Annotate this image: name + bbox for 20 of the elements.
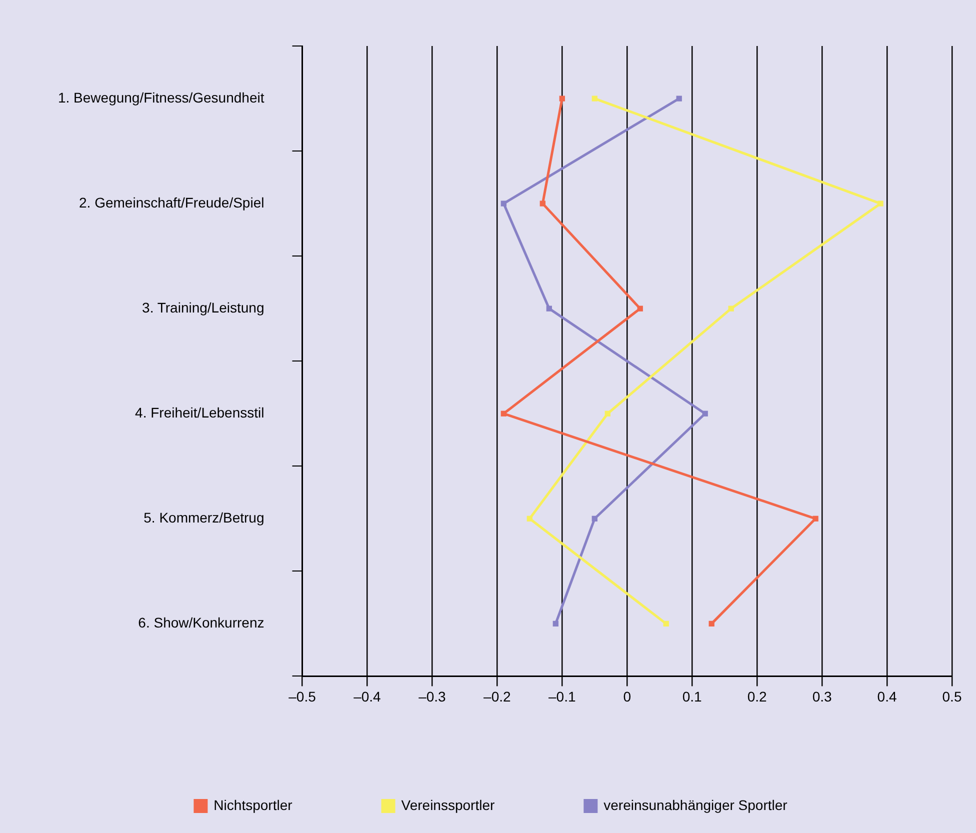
y-tick-label: 4. Freiheit/Lebensstil: [135, 404, 264, 420]
legend-label: vereinsunabhängiger Sportler: [604, 796, 788, 813]
x-tick-label: 0.1: [682, 688, 702, 704]
y-tick-label: 3. Training/Leistung: [142, 299, 264, 316]
x-tick-label: 0.4: [877, 688, 897, 704]
x-tick-label: 0.5: [942, 688, 962, 704]
x-tick-label: –0.5: [288, 688, 316, 704]
y-tick-label: 2. Gemeinschaft/Freude/Spiel: [79, 194, 264, 210]
x-tick-label: –0.1: [548, 688, 576, 704]
x-tick-label: –0.4: [354, 688, 382, 704]
y-tick-label: 5. Kommerz/Betrug: [144, 510, 264, 526]
legend-label: Nichtsportler: [214, 796, 293, 813]
legend-label: Vereinssportler: [401, 796, 495, 813]
y-tick-label: 6. Show/Konkurrenz: [138, 614, 264, 631]
y-tick-label: 1. Bewegung/Fitness/Gesundheit: [58, 89, 264, 106]
x-tick-label: 0.3: [812, 688, 832, 704]
x-tick-label: –0.3: [418, 688, 446, 704]
x-tick-label: –0.2: [484, 688, 512, 704]
x-tick-label: 0: [623, 688, 632, 704]
x-tick-label: 0.2: [747, 688, 768, 704]
